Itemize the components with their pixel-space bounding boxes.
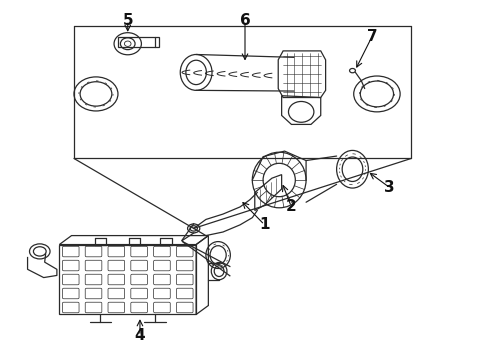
Text: 3: 3 (384, 180, 394, 195)
Text: 1: 1 (259, 217, 270, 232)
Bar (59, 244, 196, 315)
Text: 2: 2 (286, 199, 297, 215)
Bar (119, 37, 159, 47)
Text: 5: 5 (122, 13, 133, 28)
Text: 7: 7 (367, 29, 377, 44)
Text: 4: 4 (135, 328, 145, 343)
Text: 6: 6 (240, 13, 250, 28)
